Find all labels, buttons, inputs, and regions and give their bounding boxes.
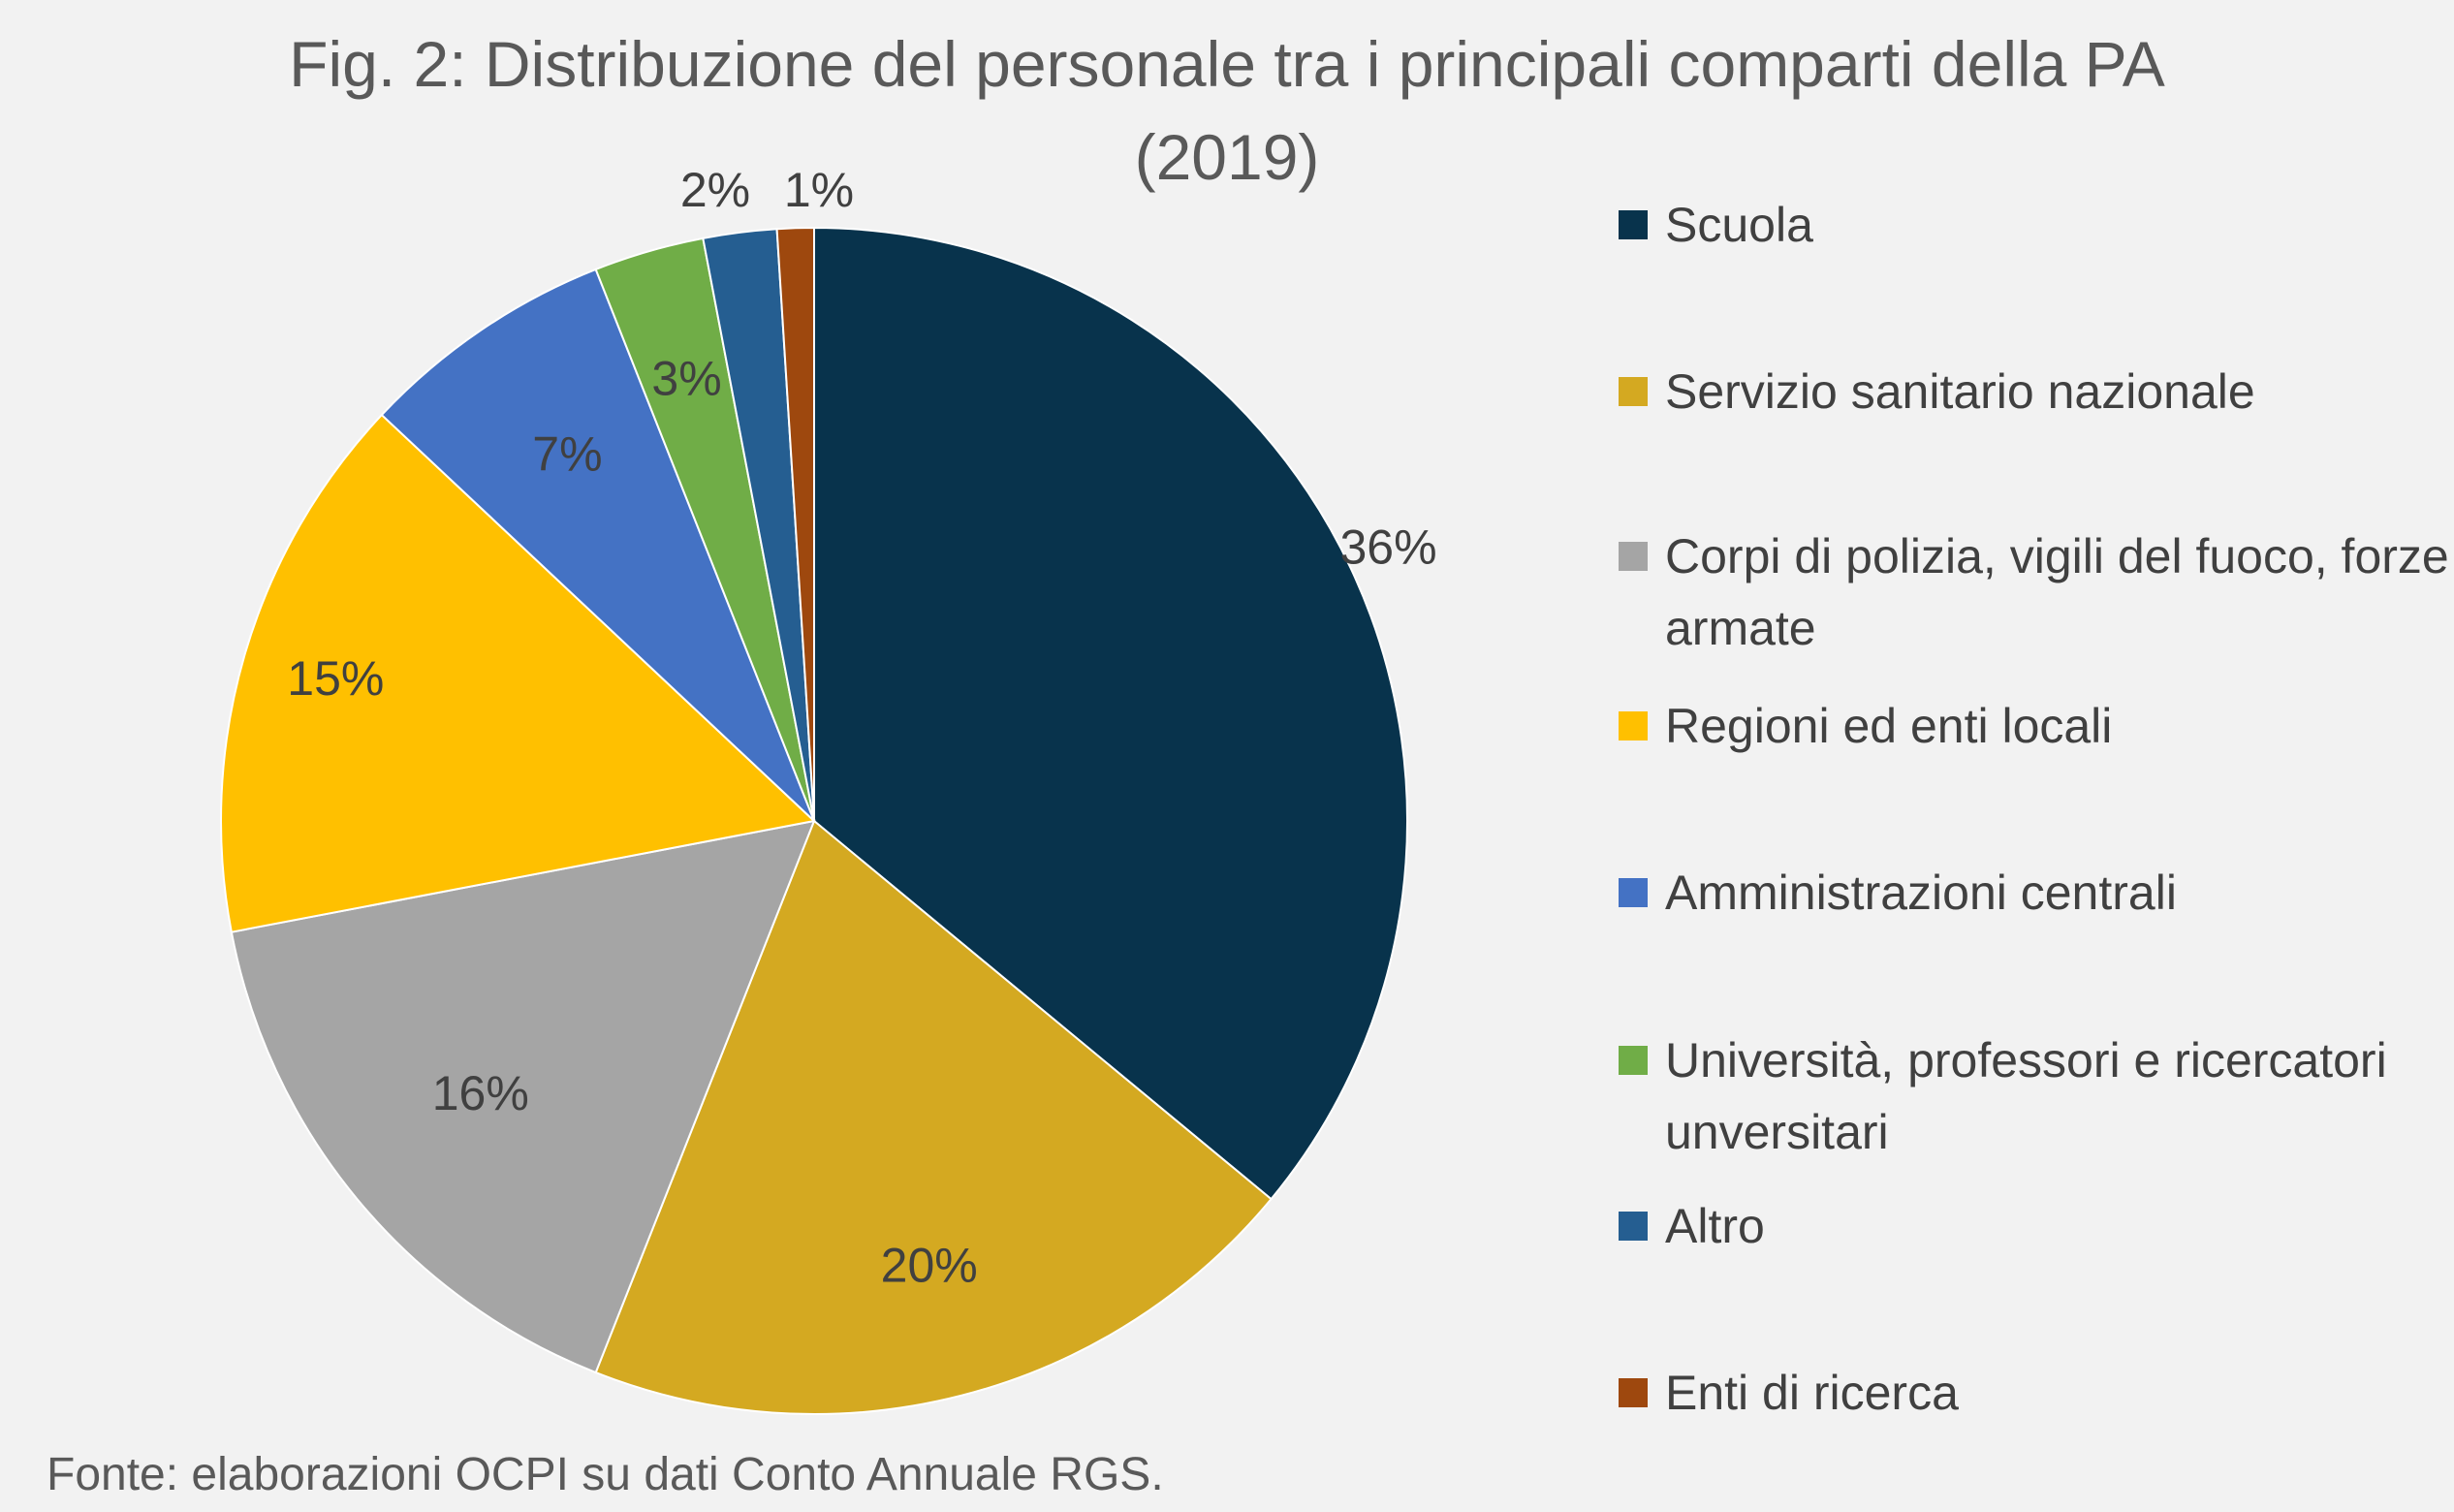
legend-swatch (1619, 878, 1648, 907)
pie-data-labels: 36% 20% 16% 15% 7% 3% 2% 1% (287, 163, 1436, 1292)
legend-swatch (1619, 1378, 1648, 1407)
legend-swatch (1619, 542, 1648, 571)
data-label-corpi-di-polizia-vigili-del-fuoco-forze-armate: 16% (432, 1066, 529, 1120)
pie-slice-servizio-sanitario-nazionale (594, 819, 1273, 1415)
data-label-altro: 2% (680, 163, 750, 217)
pie-slice-regioni-ed-enti-locali (220, 413, 817, 933)
legend-swatch (1619, 377, 1648, 406)
legend-swatch (1619, 1212, 1648, 1241)
legend-label: Università, professori e ricercatori unv… (1665, 1033, 2387, 1159)
legend-swatch (1619, 1046, 1648, 1075)
data-label-enti-di-ricerca: 1% (784, 163, 854, 217)
data-label-universita-professori-e-ricercatori-unversitari: 3% (651, 352, 721, 406)
source-note: Fonte: elaborazioni OCPI su dati Conto A… (47, 1449, 1164, 1500)
data-label-amministrazioni-centrali: 7% (532, 427, 602, 482)
legend-label: Regioni ed enti locali (1665, 699, 2113, 753)
data-label-regioni-ed-enti-locali: 15% (287, 651, 384, 706)
legend-swatch (1619, 711, 1648, 740)
data-label-scuola: 36% (1339, 520, 1436, 574)
pie-slice-corpi-di-polizia-vigili-del-fuoco-forze-armate (230, 819, 816, 1374)
pie-slice-enti-di-ricerca (775, 226, 815, 822)
data-label-servizio-sanitario-nazionale: 20% (881, 1239, 978, 1293)
legend-label: Corpi di polizia, vigili del fuoco, forz… (1665, 529, 2449, 655)
pie-slice-amministrazioni-centrali (380, 268, 815, 822)
legend-label: Enti di ricerca (1665, 1366, 1959, 1420)
chart-title: Fig. 2: Distribuzione del personale tra … (0, 17, 2454, 204)
legend-swatch (1619, 210, 1648, 239)
legend-label: Altro (1665, 1199, 1765, 1253)
pie-slice-scuola (813, 226, 1408, 1201)
legend-label: Amministrazioni centrali (1665, 866, 2177, 920)
pie-slices (220, 226, 1408, 1415)
legend-label: Scuola (1665, 198, 1813, 252)
chart-subtitle: (2019) (1134, 121, 1320, 193)
legend-label: Servizio sanitario nazionale (1665, 364, 2255, 419)
chart-title-text: Fig. 2: Distribuzione del personale tra … (289, 28, 2165, 100)
